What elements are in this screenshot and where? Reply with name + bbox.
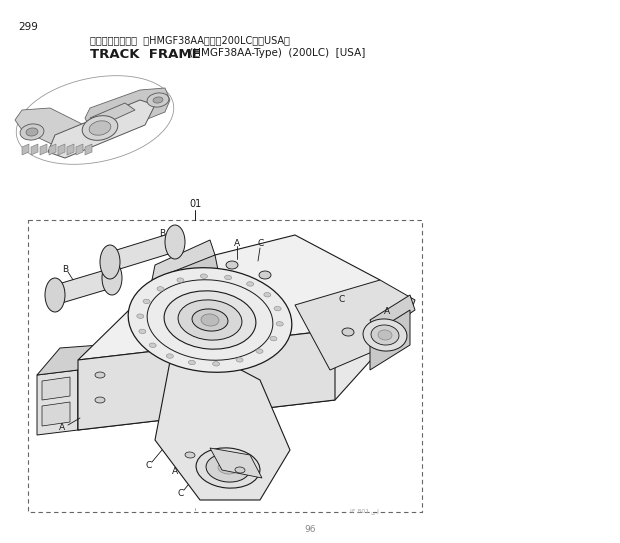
Ellipse shape xyxy=(224,275,232,280)
Polygon shape xyxy=(76,144,83,155)
Polygon shape xyxy=(37,370,78,435)
Ellipse shape xyxy=(185,452,195,458)
Text: B: B xyxy=(159,230,165,238)
Ellipse shape xyxy=(51,383,65,393)
Polygon shape xyxy=(15,108,95,148)
Polygon shape xyxy=(67,144,74,155)
Ellipse shape xyxy=(371,325,399,345)
Ellipse shape xyxy=(143,299,150,304)
Ellipse shape xyxy=(165,225,185,259)
Text: 299: 299 xyxy=(18,22,38,32)
Text: B: B xyxy=(62,264,68,274)
Ellipse shape xyxy=(102,261,122,295)
Polygon shape xyxy=(295,280,415,370)
Polygon shape xyxy=(42,402,70,426)
Ellipse shape xyxy=(270,336,277,341)
Polygon shape xyxy=(210,448,262,478)
Ellipse shape xyxy=(89,121,111,135)
Ellipse shape xyxy=(363,319,407,351)
Ellipse shape xyxy=(378,330,392,340)
Ellipse shape xyxy=(51,410,65,420)
Ellipse shape xyxy=(137,314,144,318)
Ellipse shape xyxy=(95,372,105,378)
Ellipse shape xyxy=(55,413,61,417)
Polygon shape xyxy=(22,144,29,155)
Polygon shape xyxy=(31,144,38,155)
Ellipse shape xyxy=(342,328,354,336)
Ellipse shape xyxy=(20,124,44,140)
Text: C: C xyxy=(339,294,345,304)
Polygon shape xyxy=(370,295,415,335)
Polygon shape xyxy=(155,335,290,500)
Polygon shape xyxy=(49,144,56,155)
Ellipse shape xyxy=(201,314,219,326)
Polygon shape xyxy=(78,235,380,360)
Ellipse shape xyxy=(218,462,238,474)
Ellipse shape xyxy=(213,362,219,366)
Text: IF 801 ␣ J: IF 801 ␣ J xyxy=(350,508,379,514)
Ellipse shape xyxy=(177,278,184,282)
Polygon shape xyxy=(78,305,380,430)
Text: 96: 96 xyxy=(304,526,316,534)
Text: A: A xyxy=(59,422,65,432)
Ellipse shape xyxy=(188,361,195,365)
Ellipse shape xyxy=(192,309,228,331)
Ellipse shape xyxy=(259,271,271,279)
Polygon shape xyxy=(48,100,155,158)
Polygon shape xyxy=(85,88,170,130)
Ellipse shape xyxy=(147,93,169,107)
Ellipse shape xyxy=(100,245,120,279)
Text: C: C xyxy=(178,489,184,498)
Polygon shape xyxy=(42,377,70,400)
Polygon shape xyxy=(78,345,100,430)
Ellipse shape xyxy=(274,306,281,311)
Text: A: A xyxy=(384,307,390,317)
Ellipse shape xyxy=(196,448,260,488)
Ellipse shape xyxy=(55,386,61,390)
Polygon shape xyxy=(90,103,135,126)
Polygon shape xyxy=(152,255,218,295)
Polygon shape xyxy=(85,144,92,155)
Polygon shape xyxy=(55,268,112,305)
Ellipse shape xyxy=(139,329,146,333)
Ellipse shape xyxy=(26,128,38,136)
Text: トラックフレーム  （HMGF38AA型）（200LC）［USA］: トラックフレーム （HMGF38AA型）（200LC）［USA］ xyxy=(90,35,290,45)
Ellipse shape xyxy=(236,358,243,362)
Polygon shape xyxy=(40,144,47,155)
Ellipse shape xyxy=(166,354,174,358)
Ellipse shape xyxy=(157,287,164,291)
Ellipse shape xyxy=(200,274,208,279)
Polygon shape xyxy=(78,330,335,430)
Polygon shape xyxy=(58,144,65,155)
Polygon shape xyxy=(370,310,410,370)
Ellipse shape xyxy=(45,278,65,312)
Polygon shape xyxy=(152,240,215,285)
Ellipse shape xyxy=(153,97,163,103)
Ellipse shape xyxy=(235,467,245,473)
Text: A: A xyxy=(172,468,178,477)
Ellipse shape xyxy=(226,261,238,269)
Ellipse shape xyxy=(164,291,256,349)
Ellipse shape xyxy=(149,343,156,348)
Text: TRACK  FRAME: TRACK FRAME xyxy=(90,48,201,61)
Ellipse shape xyxy=(95,397,105,403)
Ellipse shape xyxy=(256,349,263,353)
Ellipse shape xyxy=(128,268,292,372)
Polygon shape xyxy=(110,232,175,272)
Ellipse shape xyxy=(277,321,283,326)
Ellipse shape xyxy=(264,293,271,297)
Polygon shape xyxy=(37,345,100,375)
Ellipse shape xyxy=(247,282,254,286)
Text: C: C xyxy=(146,462,152,470)
Ellipse shape xyxy=(206,454,250,482)
Text: 01: 01 xyxy=(189,199,201,209)
Text: A: A xyxy=(234,238,240,248)
Text: C: C xyxy=(258,239,264,249)
Ellipse shape xyxy=(178,300,242,340)
Text: (HMGF38AA-Type)  (200LC)  [USA]: (HMGF38AA-Type) (200LC) [USA] xyxy=(186,48,365,58)
Ellipse shape xyxy=(82,116,118,140)
